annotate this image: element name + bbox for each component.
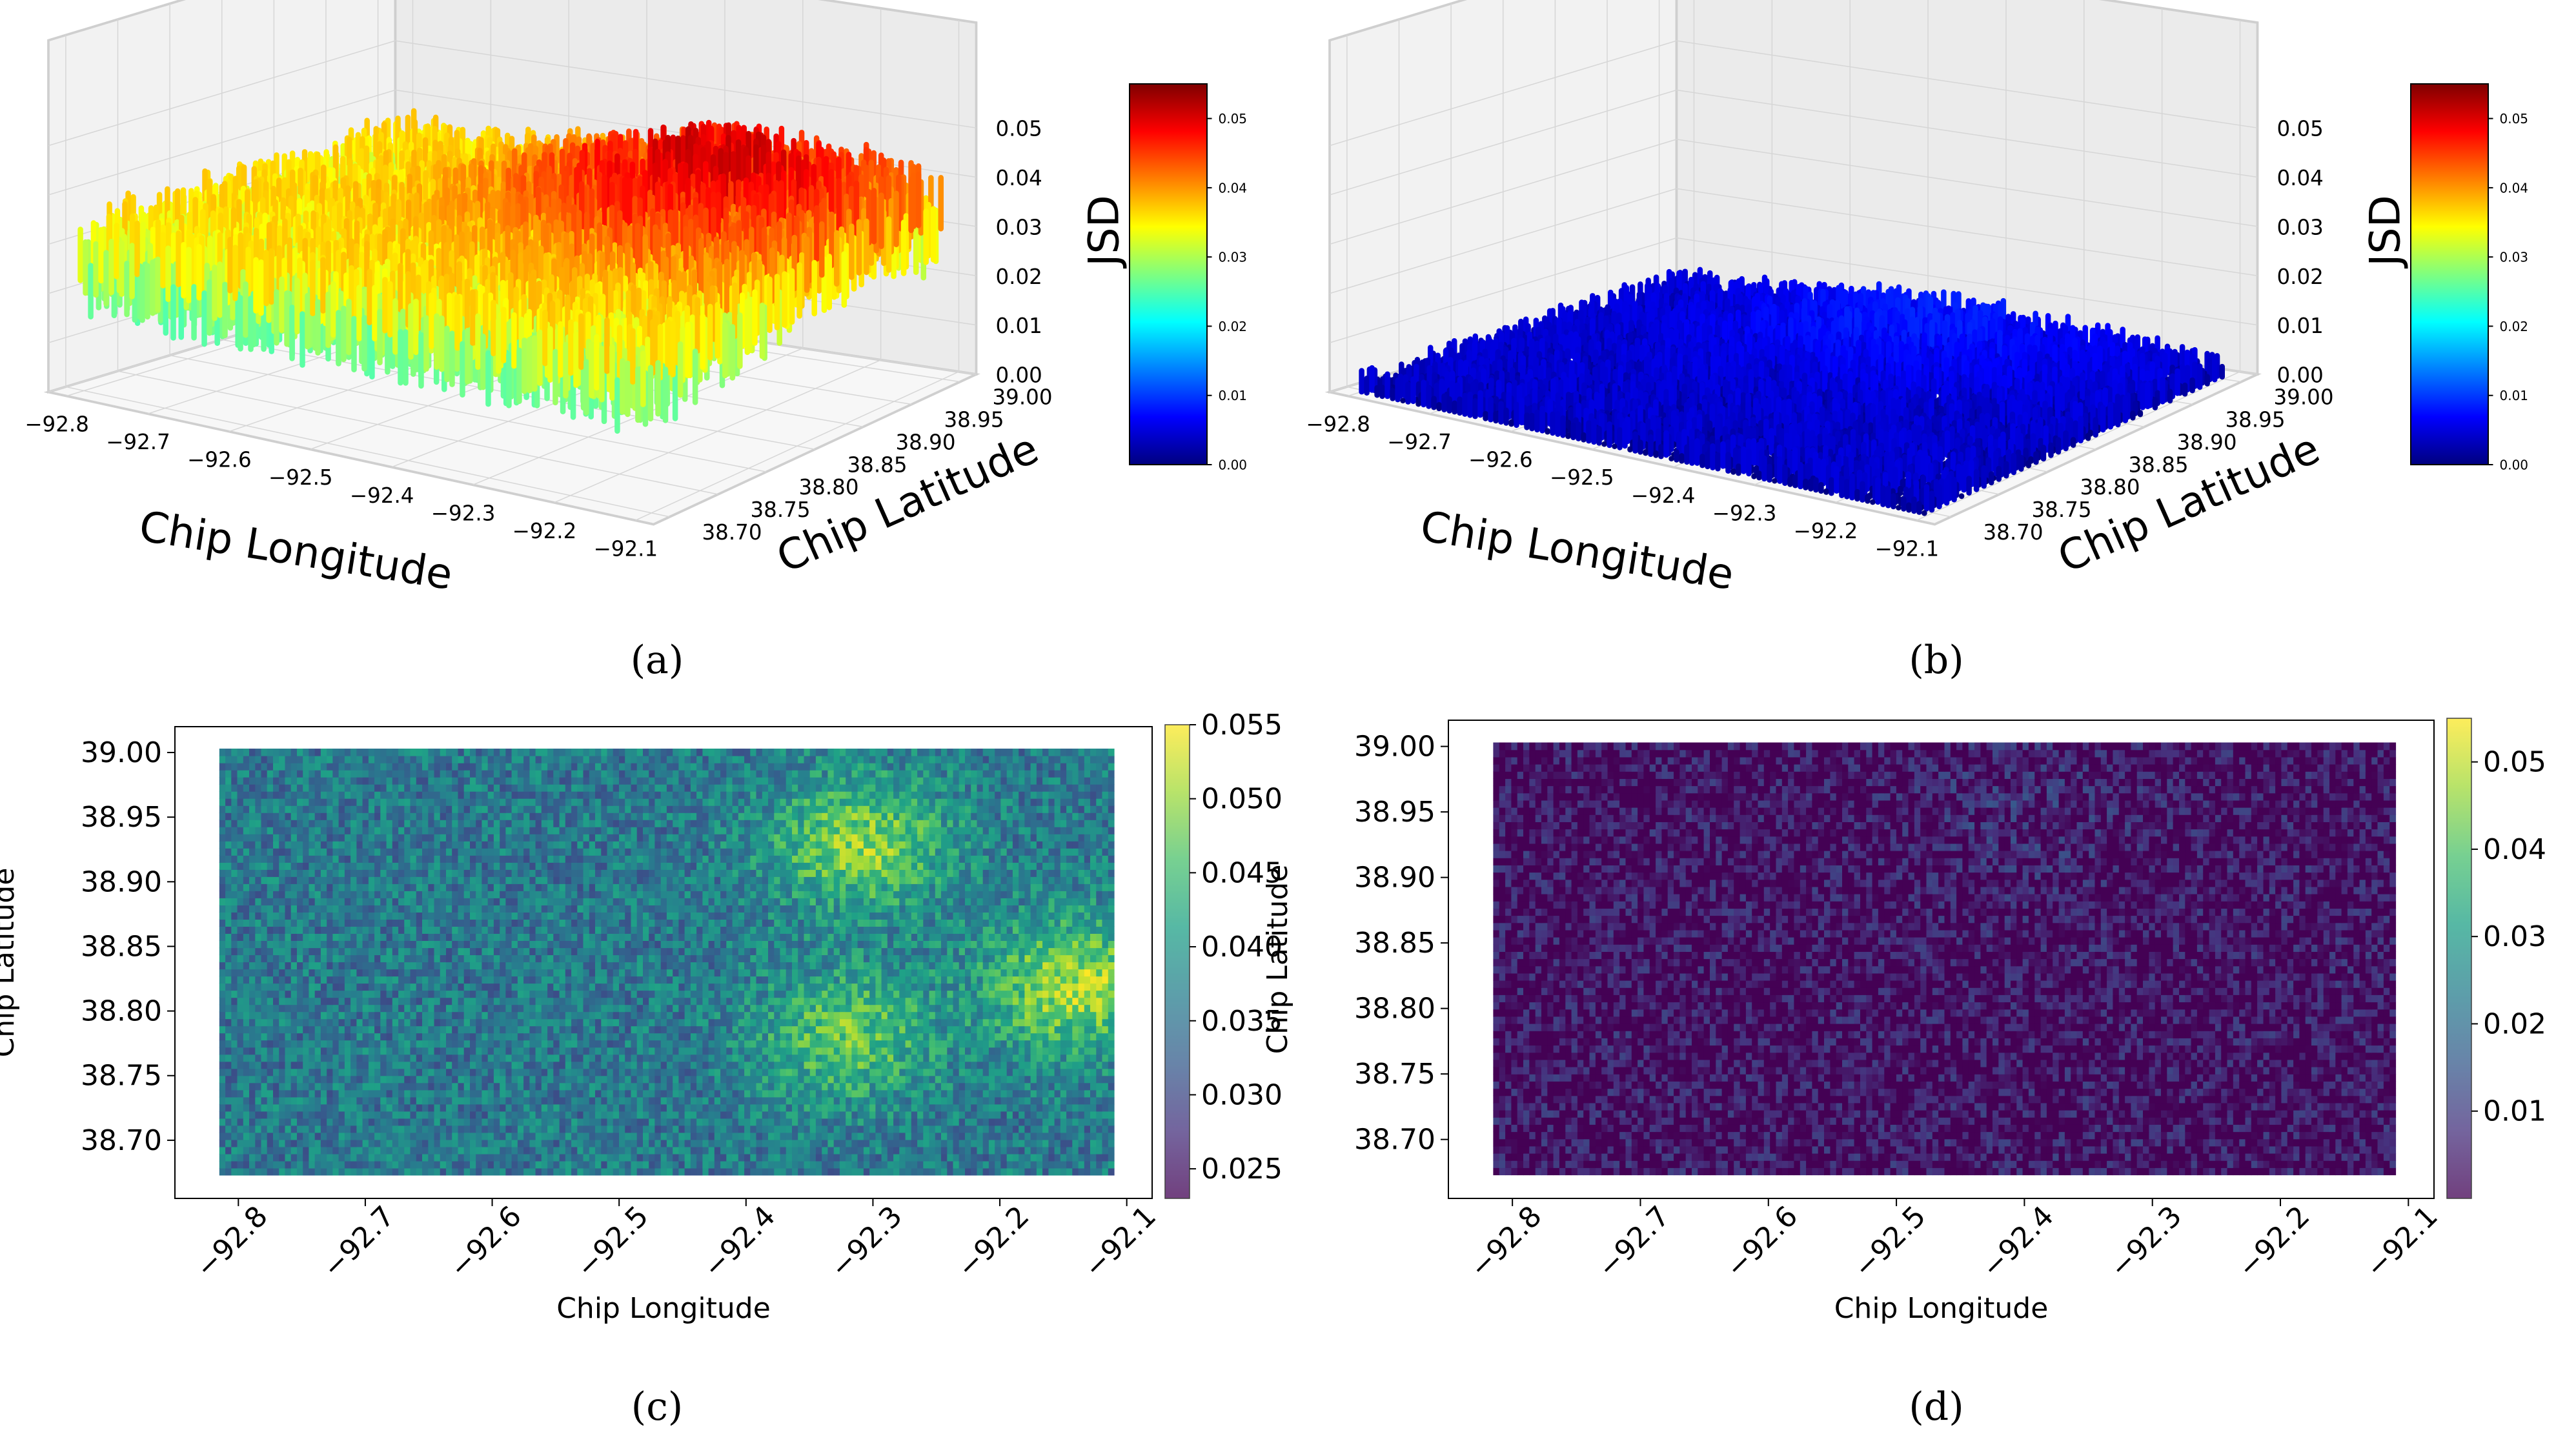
x-tick-label: −92.8 (25, 412, 89, 437)
panel-a-surface-plot: −92.8 −92.7 −92.6 −92.5 −92.4 −92.3 −92.2 −92.1… (25, 0, 1247, 600)
x-axis-title: Chip Longitude (136, 502, 456, 600)
x-tick-label: −92.4 (350, 483, 414, 508)
floor-grid-line (169, 354, 767, 472)
floor-grid-line (65, 386, 670, 518)
colorbar-tick-label: 0.03 (1219, 250, 1248, 265)
y-tick-label: 38.80 (799, 475, 859, 500)
colorbar-tick-label: 0.01 (1219, 388, 1248, 403)
z-grid-line (1329, 237, 2258, 343)
z-tick-label: 0.05 (996, 117, 1042, 141)
z-tick-label: 0.04 (996, 166, 1042, 190)
x-tick-label: −92.1 (594, 536, 658, 561)
x-tick-label: −92.6 (187, 448, 252, 472)
z-axis-title: JSD (1080, 195, 1129, 268)
z-tick-label: 0.01 (996, 314, 1042, 338)
z-tick-label: 0.02 (996, 265, 1042, 289)
panel-b-surface-plot: −92.8−92.7−92.6−92.5−92.4−92.3−92.2−92.1… (1306, 0, 2528, 600)
colorbar-tick-label: 0.04 (1219, 180, 1248, 196)
z-grid-line (1329, 139, 2258, 245)
colorbar-tick-label: 0.05 (1219, 111, 1248, 126)
z-grid-line (48, 40, 977, 146)
y-tick-label: 38.85 (847, 452, 908, 477)
y-tick-label: 38.95 (944, 408, 1004, 432)
colorbar (1129, 83, 1208, 465)
z-tick-label: 0.03 (996, 215, 1042, 239)
x-tick-label: −92.5 (269, 465, 333, 490)
z-tick-label: 0.00 (996, 363, 1042, 388)
z-grid-line (1329, 188, 2258, 294)
colorbar-tick-label: 0.02 (1219, 319, 1248, 334)
x-tick-label: −92.3 (431, 501, 496, 525)
y-tick-label: 38.70 (702, 520, 762, 545)
x-tick-label: −92.7 (106, 430, 170, 454)
z-grid-line (1329, 89, 2258, 196)
y-tick-label: 38.90 (896, 430, 956, 454)
x-tick-label: −92.2 (512, 519, 577, 543)
y-tick-label: 38.75 (751, 498, 811, 522)
floor-grid-line (117, 370, 718, 495)
y-tick-label: 39.00 (993, 385, 1053, 410)
panel-a-label: (a) (631, 638, 684, 683)
z-grid-line (1329, 40, 2258, 146)
colorbar-tick-label: 0.00 (1219, 458, 1248, 473)
